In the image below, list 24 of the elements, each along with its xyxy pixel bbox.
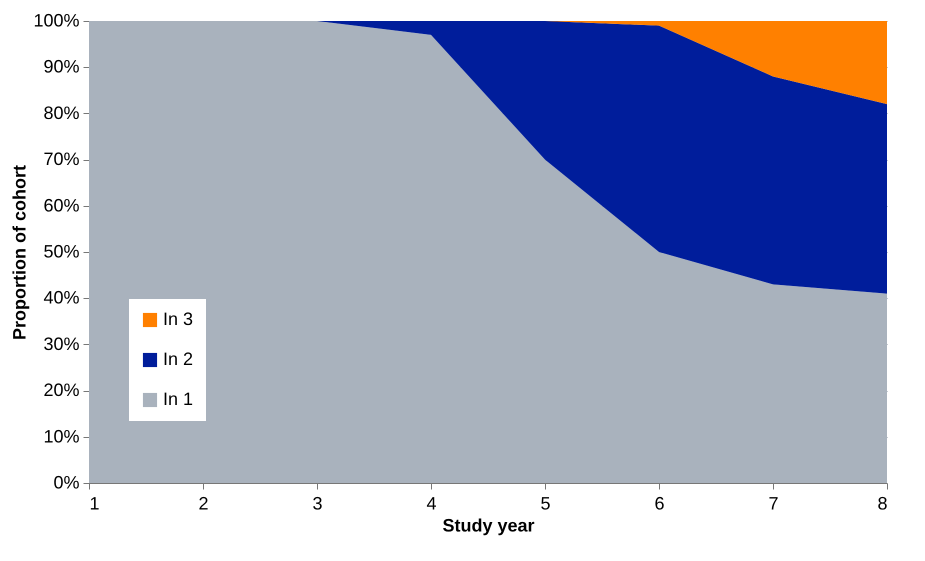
x-tick-label: 7 — [768, 494, 779, 514]
x-tick-label: 2 — [198, 494, 209, 514]
y-tick-label: 50% — [43, 242, 80, 262]
y-tick-label: 60% — [43, 195, 80, 216]
legend-label: In 2 — [163, 349, 194, 369]
x-tick-label: 3 — [312, 494, 323, 514]
y-tick-label: 40% — [43, 288, 80, 308]
x-tick-label: 5 — [540, 494, 551, 514]
legend-label: In 3 — [163, 309, 194, 329]
x-tick-label: 4 — [426, 494, 437, 514]
x-tick-label: 8 — [877, 494, 888, 514]
x-tick-label: 6 — [654, 494, 665, 514]
legend-label: In 1 — [163, 389, 194, 409]
y-tick-label: 70% — [43, 149, 80, 170]
y-tick-label: 90% — [43, 56, 80, 77]
x-tick-label: 1 — [90, 494, 100, 514]
y-tick-label: 30% — [43, 334, 80, 354]
y-axis-title: Proportion of cohort — [9, 165, 30, 340]
y-tick-label: 80% — [43, 102, 80, 123]
x-axis-title: Study year — [442, 516, 535, 536]
y-tick-label: 20% — [43, 380, 80, 400]
y-tick-label: 100% — [33, 10, 80, 30]
y-tick-label: 10% — [43, 426, 80, 446]
y-tick-label: 0% — [53, 472, 80, 492]
